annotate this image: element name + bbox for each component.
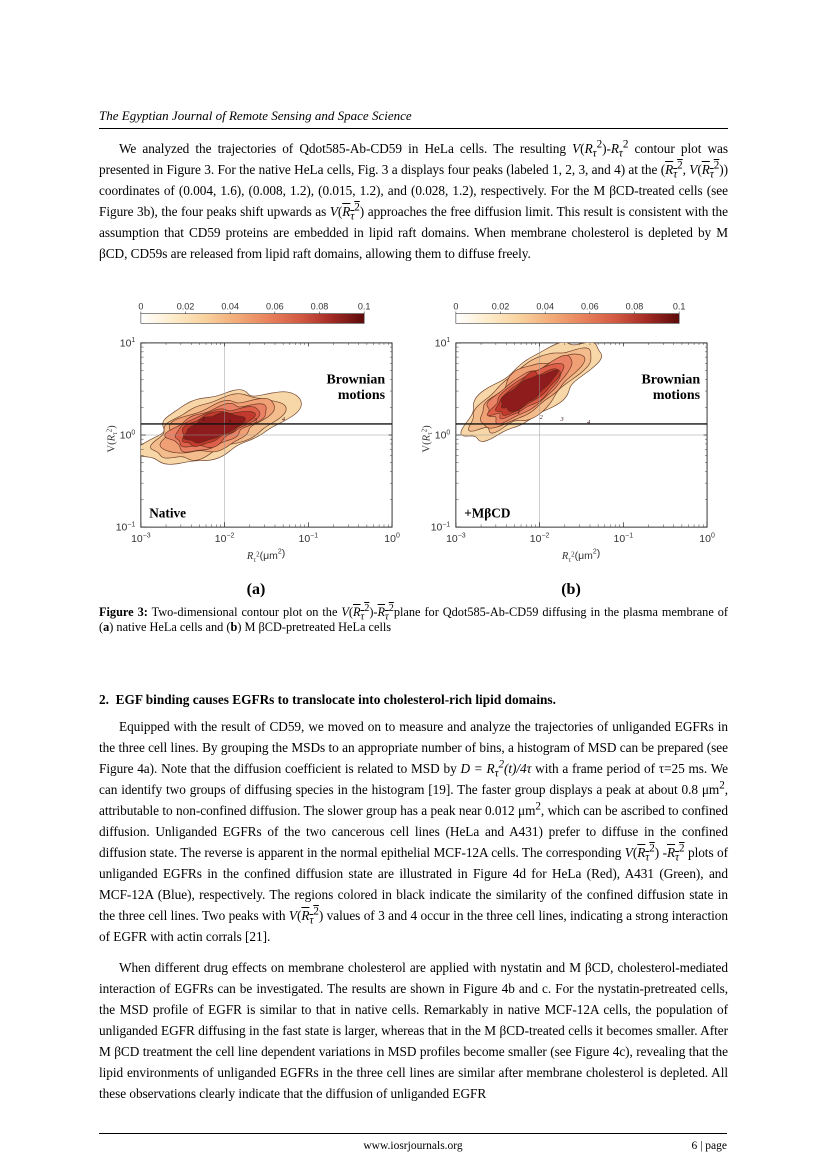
- svg-text:0: 0: [138, 301, 143, 311]
- svg-text:100: 100: [699, 533, 715, 545]
- svg-text:2: 2: [540, 414, 543, 421]
- svg-text:10−2: 10−2: [530, 533, 550, 545]
- svg-text:V(Rτ2): V(Rτ2): [421, 425, 435, 453]
- svg-text:Brownian: Brownian: [326, 372, 385, 387]
- svg-text:1: 1: [202, 416, 205, 423]
- svg-text:4: 4: [282, 416, 285, 423]
- svg-text:10−1: 10−1: [116, 521, 136, 533]
- svg-text:100: 100: [120, 429, 136, 441]
- svg-text:V(Rτ2): V(Rτ2): [106, 425, 120, 453]
- svg-text:10−3: 10−3: [131, 533, 151, 545]
- svg-text:0.08: 0.08: [311, 301, 329, 311]
- svg-text:motions: motions: [653, 388, 701, 403]
- svg-text:10−3: 10−3: [446, 533, 466, 545]
- svg-text:0.02: 0.02: [177, 301, 195, 311]
- svg-text:10−1: 10−1: [299, 533, 319, 545]
- svg-text:10−2: 10−2: [215, 533, 235, 545]
- svg-text:Brownian: Brownian: [641, 372, 700, 387]
- svg-text:101: 101: [120, 337, 136, 349]
- svg-text:10−1: 10−1: [614, 533, 634, 545]
- svg-text:0.06: 0.06: [581, 301, 599, 311]
- svg-text:0: 0: [453, 301, 458, 311]
- svg-text:100: 100: [384, 533, 400, 545]
- svg-text:1: 1: [517, 409, 520, 416]
- svg-text:0.06: 0.06: [266, 301, 284, 311]
- svg-text:10−1: 10−1: [431, 521, 451, 533]
- svg-text:Rτ2(μm2): Rτ2(μm2): [246, 548, 285, 564]
- svg-text:motions: motions: [338, 388, 386, 403]
- svg-text:4: 4: [587, 419, 590, 426]
- svg-text:101: 101: [435, 337, 451, 349]
- svg-text:Rτ2(μm2): Rτ2(μm2): [561, 548, 600, 564]
- svg-text:100: 100: [435, 429, 451, 441]
- svg-text:+MβCD: +MβCD: [464, 505, 510, 520]
- svg-text:2: 2: [228, 419, 231, 426]
- svg-text:0.04: 0.04: [536, 301, 554, 311]
- svg-text:0.08: 0.08: [626, 301, 644, 311]
- svg-text:0.04: 0.04: [221, 301, 239, 311]
- svg-text:0.02: 0.02: [492, 301, 510, 311]
- svg-text:3: 3: [560, 416, 564, 423]
- svg-text:0.1: 0.1: [358, 301, 371, 311]
- svg-text:0.1: 0.1: [673, 301, 686, 311]
- svg-text:Native: Native: [149, 505, 186, 520]
